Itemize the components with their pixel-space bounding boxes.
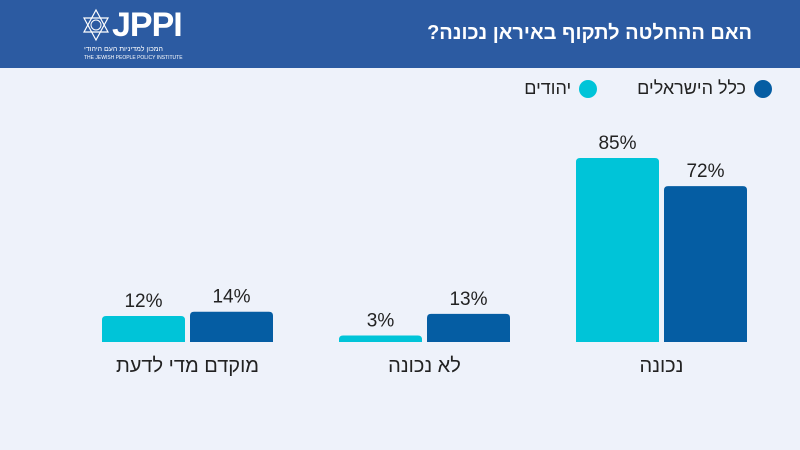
bar: [190, 311, 273, 342]
bar: [339, 335, 422, 342]
header-bar: JPPI המכון למדיניות העם היהודי THE JEWIS…: [0, 0, 800, 68]
page-title: האם ההחלטה לתקוף באיראן נכונה?: [427, 22, 752, 44]
data-label: 3%: [367, 311, 395, 332]
category-label: נכונה: [640, 355, 684, 377]
logo-text: JPPI: [112, 6, 183, 44]
data-label: 14%: [212, 287, 250, 308]
category-label: לא נכונה: [388, 355, 461, 377]
legend-dot-icon: [579, 79, 598, 98]
data-label: 85%: [598, 133, 636, 154]
bar: [102, 316, 185, 342]
legend-label: כלל הישראלים: [637, 78, 746, 98]
legend-label: יהודים: [524, 78, 572, 98]
legend-dot-icon: [754, 79, 772, 98]
legend-item-all-israelis: כלל הישראלים: [637, 78, 772, 99]
logo-hebrew: המכון למדיניות העם היהודי: [84, 46, 163, 53]
logo-english: THE JEWISH PEOPLE POLICY INSTITUTE: [84, 55, 183, 61]
data-label: 13%: [449, 289, 487, 310]
category-label: מוקדם מדי לדעת: [116, 355, 259, 377]
star-of-david-icon: [82, 8, 110, 42]
bar: [576, 158, 659, 342]
bar: [427, 313, 510, 342]
data-label: 12%: [124, 291, 162, 312]
legend-item-jews: יהודים: [524, 78, 598, 99]
bar: [664, 186, 747, 342]
legend: כלל הישראלים יהודים: [524, 78, 772, 99]
data-label: 72%: [686, 161, 724, 182]
